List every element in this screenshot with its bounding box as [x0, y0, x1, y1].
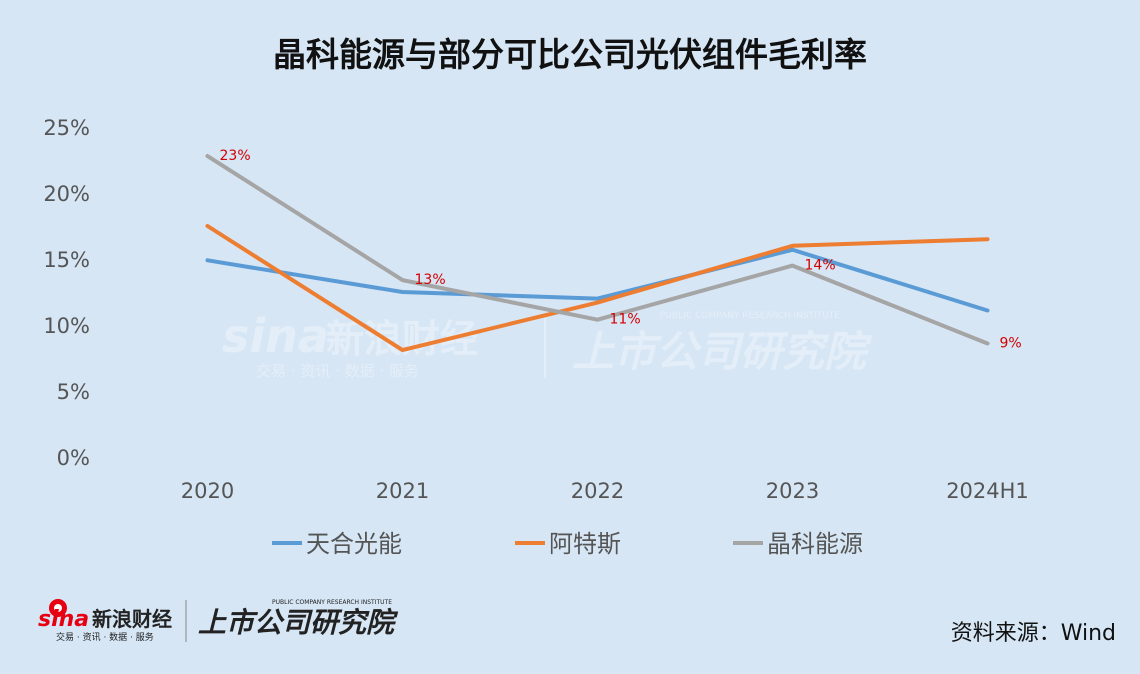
svg-text:sina: sina	[38, 607, 89, 632]
svg-text:sina: sina	[222, 309, 329, 363]
y-tick-label: 15%	[43, 248, 90, 272]
footer-logo: sina 新浪财经 交易 · 资讯 · 数据 · 服务 上市公司研究院 PUBL…	[38, 599, 399, 643]
y-tick-label: 10%	[43, 314, 90, 338]
data-label: 13%	[415, 272, 446, 288]
watermark-institute-en: PUBLIC COMPANY RESEARCH INSTITUTE	[660, 311, 840, 321]
series-lines	[205, 154, 990, 353]
x-tick-label: 2020	[181, 479, 234, 503]
sina-logo-icon: sina	[222, 309, 329, 363]
watermark-institute: 上市公司研究院	[572, 327, 873, 376]
footer-tagline: 交易 · 资讯 · 数据 · 服务	[56, 631, 154, 643]
x-tick-label: 2023	[766, 479, 819, 503]
legend-label: 天合光能	[306, 530, 402, 558]
series-line-1	[205, 224, 990, 353]
legend-label: 阿特斯	[549, 530, 621, 558]
x-tick-label: 2024H1	[946, 479, 1029, 503]
x-tick-label: 2021	[376, 479, 429, 503]
data-label: 9%	[1000, 335, 1022, 351]
chart-title: 晶科能源与部分可比公司光伏组件毛利率	[273, 35, 867, 74]
y-tick-label: 5%	[57, 380, 90, 404]
legend-label: 晶科能源	[767, 530, 863, 558]
source-note: 资料来源：Wind	[950, 621, 1116, 646]
watermark: sina 新浪财经 交易 · 资讯 · 数据 · 服务 上市公司研究院 PUBL…	[222, 309, 873, 380]
series-line-2	[205, 154, 990, 346]
legend: 天合光能 阿特斯 晶科能源	[272, 530, 863, 558]
y-tick-label: 20%	[43, 182, 90, 206]
x-tick-label: 2022	[571, 479, 624, 503]
data-label: 23%	[220, 148, 251, 164]
y-tick-label: 0%	[57, 446, 90, 470]
y-tick-label: 25%	[43, 116, 90, 140]
data-labels: 23% 13% 11% 14% 9%	[220, 148, 1022, 351]
watermark-tagline: 交易 · 资讯 · 数据 · 服务	[256, 362, 419, 380]
sina-eye-icon	[49, 599, 67, 617]
data-label: 14%	[805, 258, 836, 274]
footer-institute: 上市公司研究院	[198, 606, 399, 639]
y-axis: 0% 5% 10% 15% 20% 25%	[43, 116, 90, 470]
footer-institute-en: PUBLIC COMPANY RESEARCH INSTITUTE	[272, 599, 392, 606]
data-label: 11%	[610, 312, 641, 328]
footer-brand: 新浪财经	[92, 607, 172, 631]
x-axis: 2020 2021 2022 2023 2024H1	[181, 479, 1029, 503]
series-line-0	[205, 247, 990, 313]
